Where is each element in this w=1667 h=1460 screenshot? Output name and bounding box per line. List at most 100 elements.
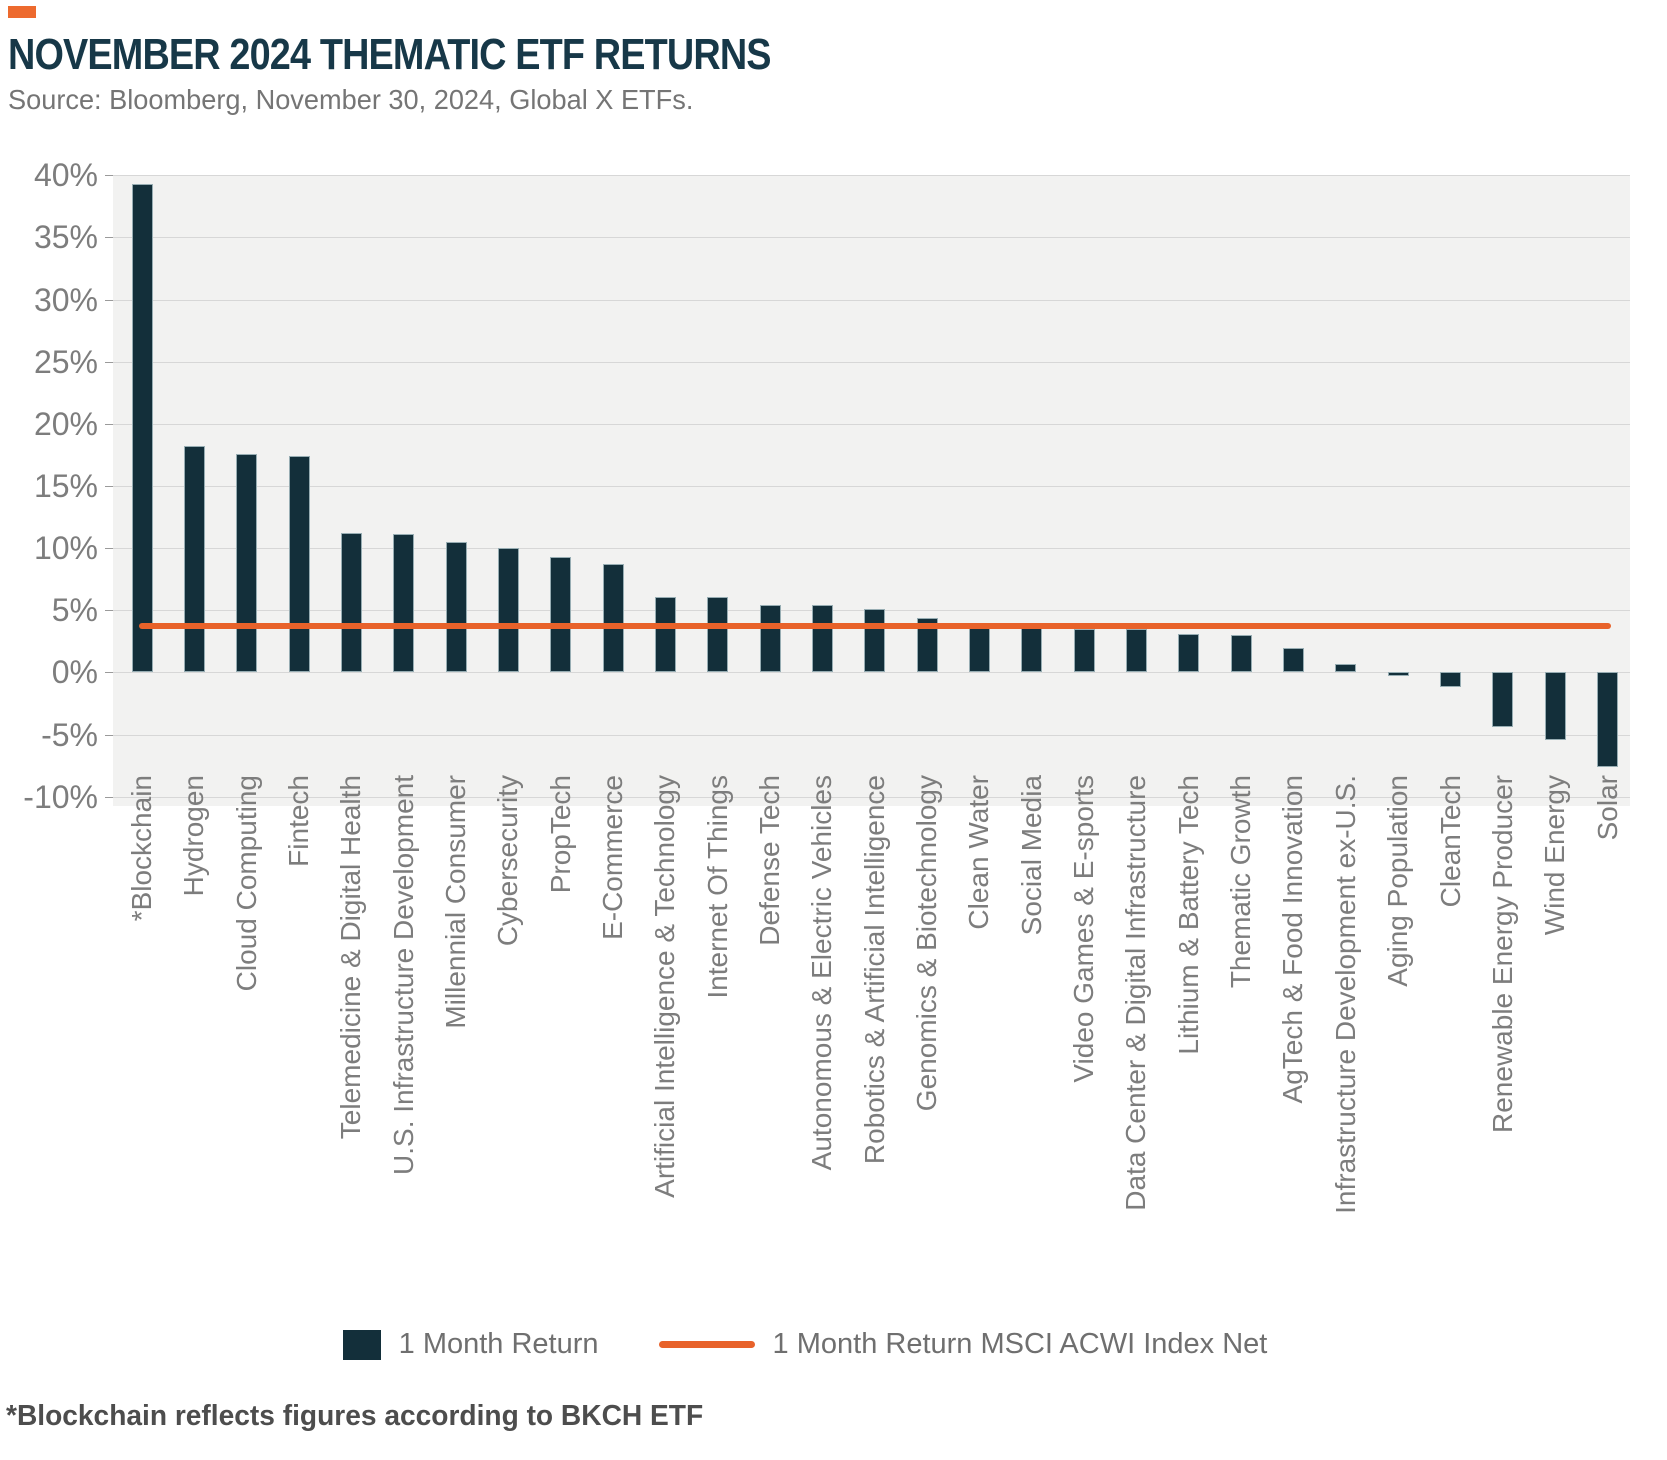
bar-autonomous-electric-vehicles: [811, 605, 833, 673]
x-label-infrastructure-development-ex-u-s: Infrastructure Development ex-U.S.: [1329, 775, 1361, 1214]
x-label-autonomous-electric-vehicles: Autonomous & Electric Vehicles: [806, 775, 838, 1171]
x-label-internet-of-things: Internet Of Things: [701, 775, 733, 999]
y-tickmark-15: [105, 485, 113, 487]
bar-video-games-e-sports: [1073, 628, 1095, 673]
bar-thematic-growth: [1230, 635, 1252, 673]
x-label-hydrogen: Hydrogen: [178, 775, 210, 897]
x-label-video-games-e-sports: Video Games & E-sports: [1068, 775, 1100, 1083]
y-tickmark-5: [105, 610, 113, 612]
bar-proptech: [550, 556, 572, 673]
bar-data-center-digital-infrastructure: [1125, 628, 1147, 673]
plot-area: [113, 175, 1630, 806]
y-tick-label-10: 10%: [33, 530, 98, 567]
y-tickmark-25: [105, 361, 113, 363]
x-label-thematic-growth: Thematic Growth: [1225, 775, 1257, 989]
x-label-wind-energy: Wind Energy: [1539, 775, 1571, 936]
bar-cleantech: [1440, 672, 1461, 688]
bar-wind-energy: [1544, 672, 1566, 740]
x-label-clean-water: Clean Water: [963, 775, 995, 930]
x-label-blockchain: *Blockchain: [126, 775, 157, 922]
y-tick-label-20: 20%: [33, 405, 98, 442]
y-tick-label-40: 40%: [33, 157, 98, 194]
bar-agtech-food-innovation: [1282, 647, 1304, 673]
y-tickmark-40: [105, 175, 113, 177]
y-tickmark-35: [105, 237, 113, 239]
bar-cybersecurity: [497, 548, 519, 673]
gridline-25: [113, 361, 1630, 363]
bar-internet-of-things: [707, 596, 729, 673]
bar-artificial-intelligence-technology: [654, 596, 676, 673]
x-label-data-center-digital-infrastructure: Data Center & Digital Infrastructure: [1120, 775, 1152, 1211]
accent-bar: [8, 6, 36, 18]
y-tick-label-0: 0%: [51, 654, 98, 691]
y-tick-label-25: 25%: [33, 343, 98, 380]
bar-renewable-energy-producer: [1492, 672, 1514, 728]
gridline-20: [113, 423, 1630, 425]
bar-clean-water: [968, 622, 990, 673]
gridline-15: [113, 485, 1630, 487]
x-label-aging-population: Aging Population: [1382, 775, 1414, 987]
source-caption: Source: Bloomberg, November 30, 2024, Gl…: [8, 84, 694, 115]
y-tickmark-0: [105, 672, 113, 674]
y-tickmark--10: [105, 796, 113, 798]
x-label-renewable-energy-producer: Renewable Energy Producer: [1486, 775, 1518, 1133]
y-tick-label--5: -5%: [41, 716, 98, 753]
x-label-e-commerce: E-Commerce: [597, 775, 629, 940]
gridline-40: [113, 175, 1630, 177]
bar-blockchain: [131, 183, 153, 673]
x-label-cleantech: CleanTech: [1434, 775, 1466, 908]
legend: 1 Month Return 1 Month Return MSCI ACWI …: [0, 1328, 1610, 1361]
bar-aging-population: [1387, 672, 1409, 677]
x-label-social-media: Social Media: [1015, 775, 1047, 936]
gridline-10: [113, 548, 1630, 550]
y-tick-label--10: -10%: [23, 778, 98, 815]
bar-u-s-infrastructure-development: [393, 534, 415, 673]
page-title: NOVEMBER 2024 THEMATIC ETF RETURNS: [8, 30, 772, 79]
legend-bar-swatch: [342, 1329, 381, 1360]
bar-defense-tech: [759, 605, 781, 673]
bar-hydrogen: [183, 446, 205, 673]
legend-bar-label: 1 Month Return: [398, 1328, 599, 1360]
y-tick-label-15: 15%: [33, 467, 98, 504]
footnote: *Blockchain reflects figures according t…: [6, 1400, 704, 1432]
x-label-defense-tech: Defense Tech: [754, 775, 786, 946]
gridline--5: [113, 734, 1630, 736]
y-tick-label-30: 30%: [33, 281, 98, 318]
y-tickmark--5: [105, 734, 113, 736]
x-label-agtech-food-innovation: AgTech & Food Innovation: [1277, 775, 1309, 1104]
x-label-millennial-consumer: Millennial Consumer: [440, 775, 472, 1029]
x-label-fintech: Fintech: [283, 775, 315, 867]
y-tick-label-35: 35%: [33, 219, 98, 256]
x-label-robotics-artificial-intelligence: Robotics & Artificial Intelligence: [858, 775, 890, 1165]
x-label-cybersecurity: Cybersecurity: [492, 775, 524, 947]
y-tickmark-30: [105, 299, 113, 301]
legend-line-swatch: [658, 1341, 755, 1348]
x-label-genomics-biotechnology: Genomics & Biotechnology: [911, 775, 943, 1112]
x-label-artificial-intelligence-technology: Artificial Intelligence & Technology: [649, 775, 681, 1198]
gridline-35: [113, 237, 1630, 239]
bar-robotics-artificial-intelligence: [864, 609, 886, 673]
bar-telemedicine-digital-health: [340, 533, 362, 673]
legend-line-label: 1 Month Return MSCI ACWI Index Net: [772, 1328, 1268, 1360]
y-tick-label-5: 5%: [51, 592, 98, 629]
x-label-u-s-infrastructure-development: U.S. Infrastructure Development: [387, 775, 419, 1175]
bar-fintech: [288, 456, 310, 673]
bar-genomics-biotechnology: [916, 617, 938, 673]
bar-solar: [1597, 672, 1619, 767]
bar-millennial-consumer: [445, 541, 467, 673]
x-label-telemedicine-digital-health: Telemedicine & Digital Health: [335, 775, 367, 1140]
gridline-0: [113, 672, 1630, 674]
gridline--10: [113, 796, 1630, 798]
y-tickmark-10: [105, 548, 113, 550]
gridline-30: [113, 299, 1630, 301]
bar-cloud-computing: [236, 453, 258, 673]
x-label-lithium-battery-tech: Lithium & Battery Tech: [1172, 775, 1204, 1055]
bar-lithium-battery-tech: [1178, 633, 1200, 673]
benchmark-line: [139, 623, 1611, 630]
bar-infrastructure-development-ex-u-s: [1335, 663, 1357, 673]
bar-social-media: [1021, 627, 1043, 673]
x-label-solar: Solar: [1591, 775, 1623, 841]
bar-e-commerce: [602, 564, 624, 673]
y-tickmark-20: [105, 423, 113, 425]
x-label-cloud-computing: Cloud Computing: [230, 775, 262, 992]
